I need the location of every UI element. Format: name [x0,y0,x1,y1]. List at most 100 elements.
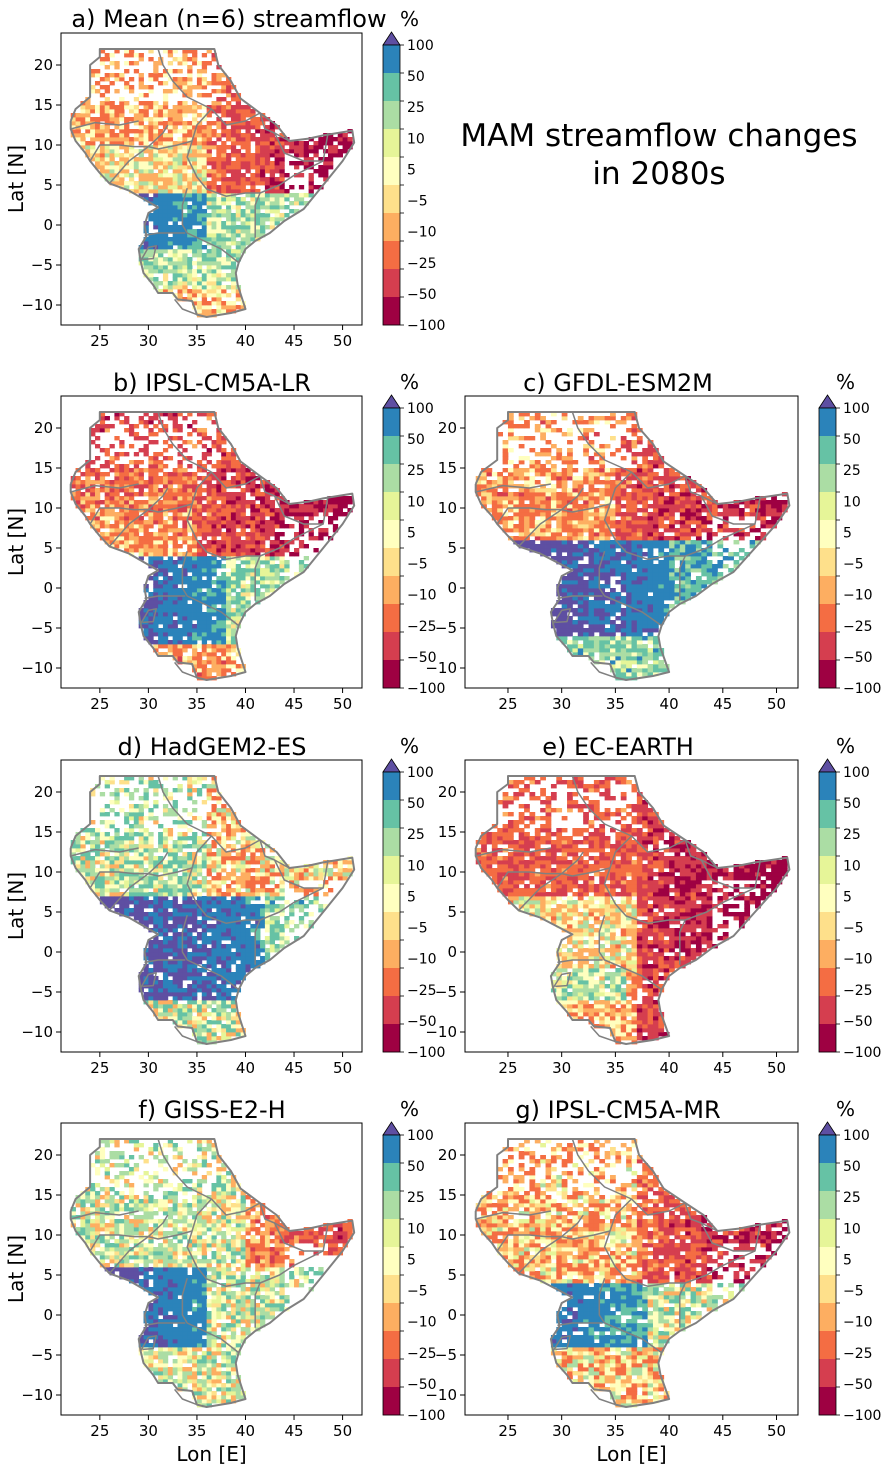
grid-cell [177,141,183,146]
grid-cell [556,504,563,509]
grid-cell [284,213,290,218]
grid-cell [604,532,611,537]
grid-cell [90,520,96,525]
grid-cell [196,636,203,641]
grid-cell [245,584,251,589]
grid-cell [642,492,649,497]
grid-cell [187,65,193,70]
grid-cell [153,217,159,222]
grid-cell [706,540,713,545]
grid-cell [518,516,525,521]
grid-cell [201,181,208,186]
grid-cell [138,416,144,421]
grid-cell [133,492,140,497]
grid-cell [717,544,724,549]
grid-cell [652,584,659,589]
grid-cell [114,472,120,477]
grid-cell [626,664,632,669]
grid-cell [133,149,140,154]
grid-cell [279,568,285,573]
grid-cell [148,129,154,134]
grid-cell [652,628,659,633]
grid-cell [187,265,193,270]
grid-cell [94,524,101,529]
grid-cell [138,484,144,489]
grid-cell [556,480,563,485]
grid-cell [216,488,222,493]
grid-cell [567,616,573,621]
grid-cell [337,496,343,501]
grid-cell [260,193,266,198]
grid-cell [153,472,159,477]
grid-cell [85,504,91,509]
grid-cell [308,177,314,182]
grid-cell [274,145,280,150]
grid-cell [192,596,198,601]
grid-cell [583,592,589,597]
grid-cell [162,644,169,649]
grid-cell [172,584,178,589]
grid-cell [192,61,198,66]
grid-cell [143,133,149,138]
grid-cell [274,165,280,170]
grid-cell [669,468,675,473]
grid-cell [99,428,106,433]
grid-cell [85,113,91,118]
grid-cell [177,500,183,505]
grid-cell [679,572,686,577]
grid-cell [583,568,589,573]
grid-cell [620,600,627,605]
streamflow-grid-cells [475,412,788,681]
grid-cell [114,544,120,549]
grid-cell [588,564,595,569]
grid-cell [172,269,178,274]
grid-cell [690,516,697,521]
grid-cell [211,620,217,625]
grid-cell [172,237,178,242]
grid-cell [196,241,203,246]
grid-cell [206,652,212,657]
grid-cell [561,580,568,585]
grid-cell [114,141,120,146]
grid-cell [158,193,164,198]
grid-cell [196,301,203,306]
grid-cell [172,560,178,565]
grid-cell [80,109,86,114]
grid-cell [167,568,174,573]
grid-cell [550,536,557,541]
grid-cell [260,536,266,541]
colorbar-segment [383,73,400,102]
grid-cell [201,616,208,621]
grid-cell [206,277,212,282]
grid-cell [284,205,290,210]
grid-cell [206,584,212,589]
grid-cell [124,101,130,106]
grid-cell [620,436,627,441]
grid-cell [642,600,649,605]
grid-cell [502,504,509,509]
grid-cell [177,233,183,238]
grid-cell [274,568,280,573]
grid-cell [94,161,101,166]
grid-cell [577,492,584,497]
grid-cell [226,285,232,290]
grid-cell [658,564,665,569]
grid-cell [561,556,568,561]
grid-cell [556,588,563,593]
grid-cell [235,293,242,298]
grid-cell [153,432,159,437]
x-tick-label: 35 [187,695,206,713]
grid-cell [162,237,169,242]
grid-cell [162,289,169,294]
grid-cell [669,572,675,577]
grid-cell [255,552,261,557]
grid-cell [631,604,638,609]
grid-cell [226,81,232,86]
grid-cell [114,484,120,489]
region-outline [69,48,356,318]
grid-cell [323,137,329,142]
grid-cell [133,161,140,166]
grid-cell [615,660,622,665]
grid-cell [216,77,222,82]
grid-cell [599,604,606,609]
